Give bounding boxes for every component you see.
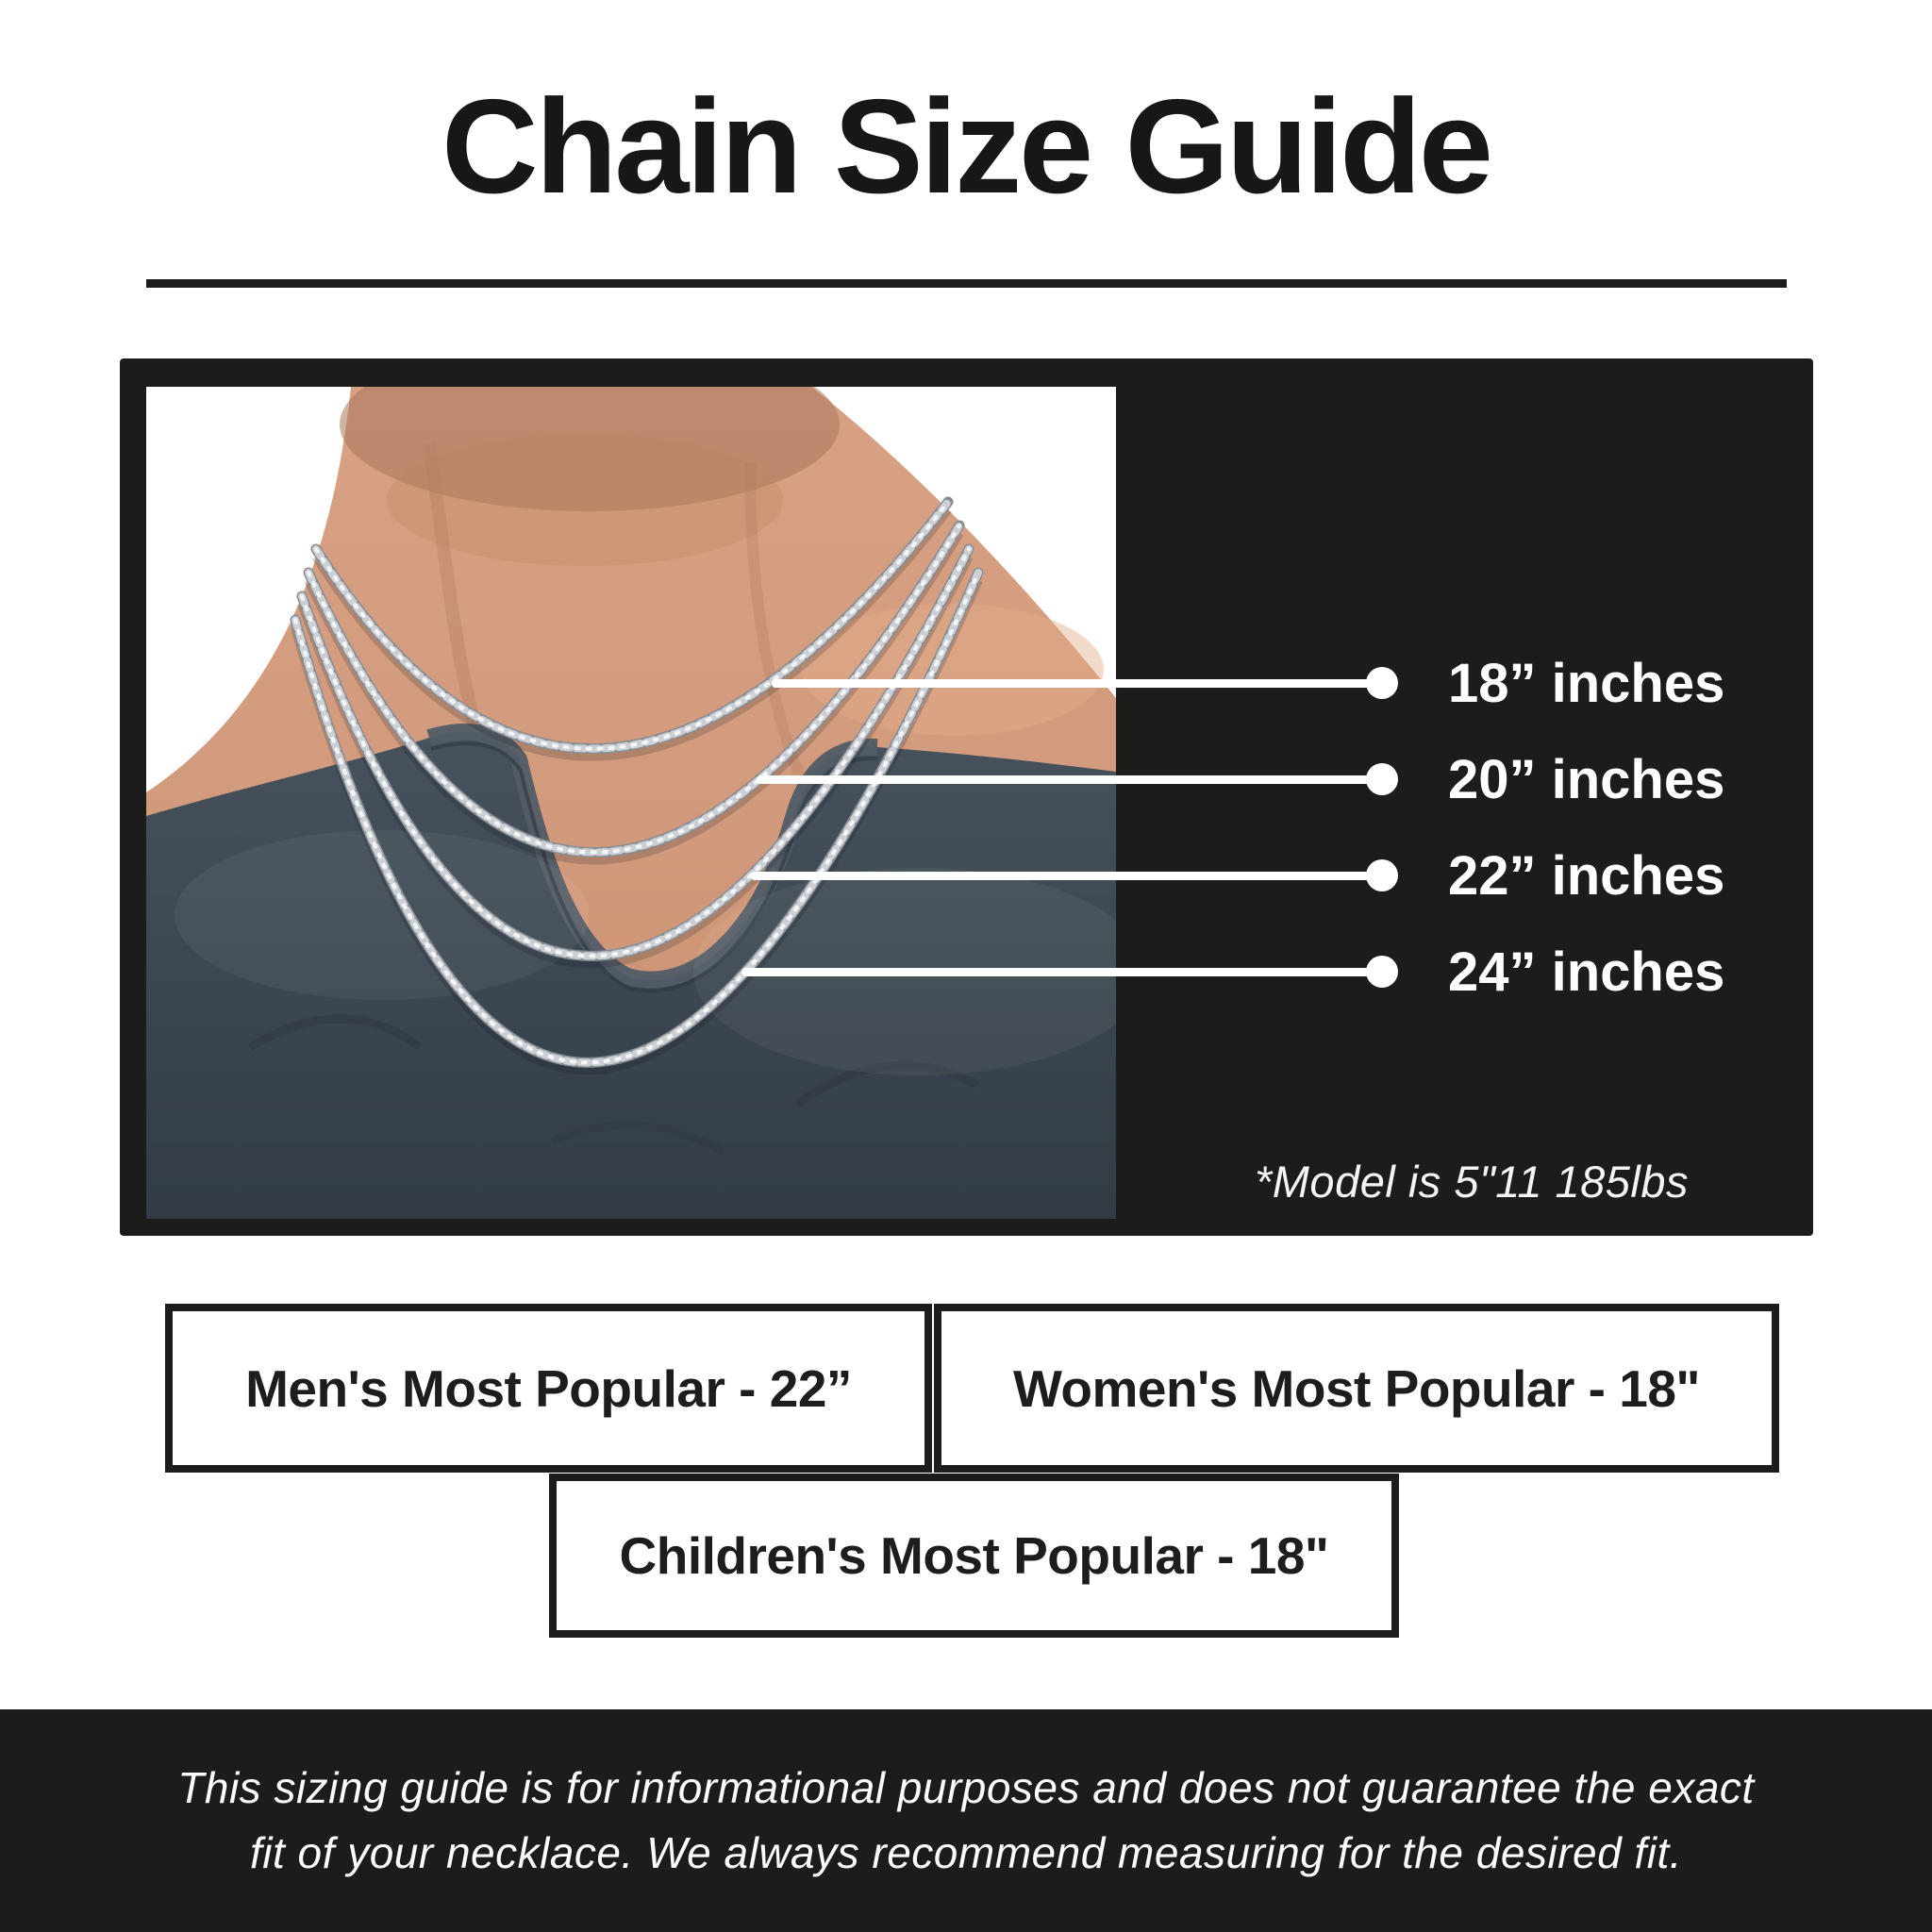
size-label-24: 24” inches bbox=[1448, 941, 1725, 1003]
callout-dot-22 bbox=[1366, 859, 1398, 891]
tshirt-collar-seam bbox=[430, 741, 878, 993]
size-label-18: 18” inches bbox=[1448, 652, 1725, 714]
page-title: Chain Size Guide bbox=[441, 72, 1493, 222]
chain-24 bbox=[290, 567, 984, 1068]
shirt-fold bbox=[247, 1014, 423, 1051]
callout-line-22 bbox=[751, 872, 1382, 880]
footer-bar: This sizing guide is for informational p… bbox=[0, 1709, 1932, 1932]
womens-most-popular-box: Women's Most Popular - 18" bbox=[934, 1304, 1779, 1473]
callout-line-24 bbox=[741, 968, 1382, 976]
heather-texture bbox=[175, 830, 590, 1000]
chain-18 bbox=[310, 496, 954, 755]
size-label-22: 22” inches bbox=[1448, 844, 1725, 907]
chin-shadow bbox=[340, 387, 840, 511]
tshirt bbox=[146, 731, 1116, 1219]
neck-muscle-right bbox=[744, 461, 812, 795]
disclaimer-line-2: fit of your necklace. We always recommen… bbox=[249, 1828, 1683, 1877]
callout-dot-20 bbox=[1366, 763, 1398, 795]
mens-most-popular-box: Men's Most Popular - 22” bbox=[165, 1304, 932, 1473]
womens-most-popular-label: Women's Most Popular - 18" bbox=[1012, 1358, 1701, 1418]
title-divider bbox=[146, 279, 1787, 288]
callout-line-18 bbox=[772, 679, 1382, 688]
model-note: *Model is 5"11 185lbs bbox=[1254, 1157, 1690, 1207]
childrens-most-popular-label: Children's Most Popular - 18" bbox=[619, 1526, 1329, 1585]
childrens-most-popular-box: Children's Most Popular - 18" bbox=[549, 1474, 1399, 1638]
shirt-fold bbox=[794, 1060, 979, 1108]
model-photo bbox=[146, 387, 1116, 1219]
disclaimer-line-1: This sizing guide is for informational p… bbox=[177, 1762, 1755, 1812]
neck-shadow bbox=[387, 434, 783, 566]
shirt-fold bbox=[550, 1121, 724, 1155]
mens-most-popular-label: Men's Most Popular - 22” bbox=[245, 1358, 852, 1418]
callout-dot-24 bbox=[1366, 956, 1398, 988]
callout-dot-18 bbox=[1366, 667, 1398, 699]
callout-line-20 bbox=[757, 775, 1382, 784]
size-label-20: 20” inches bbox=[1448, 748, 1725, 810]
neck-chains-illustration bbox=[146, 387, 1116, 1219]
chain-22 bbox=[296, 543, 974, 961]
photo-panel: 18” inches 20” inches 22” inches 24” inc… bbox=[120, 358, 1813, 1236]
tshirt-collar bbox=[426, 724, 878, 989]
